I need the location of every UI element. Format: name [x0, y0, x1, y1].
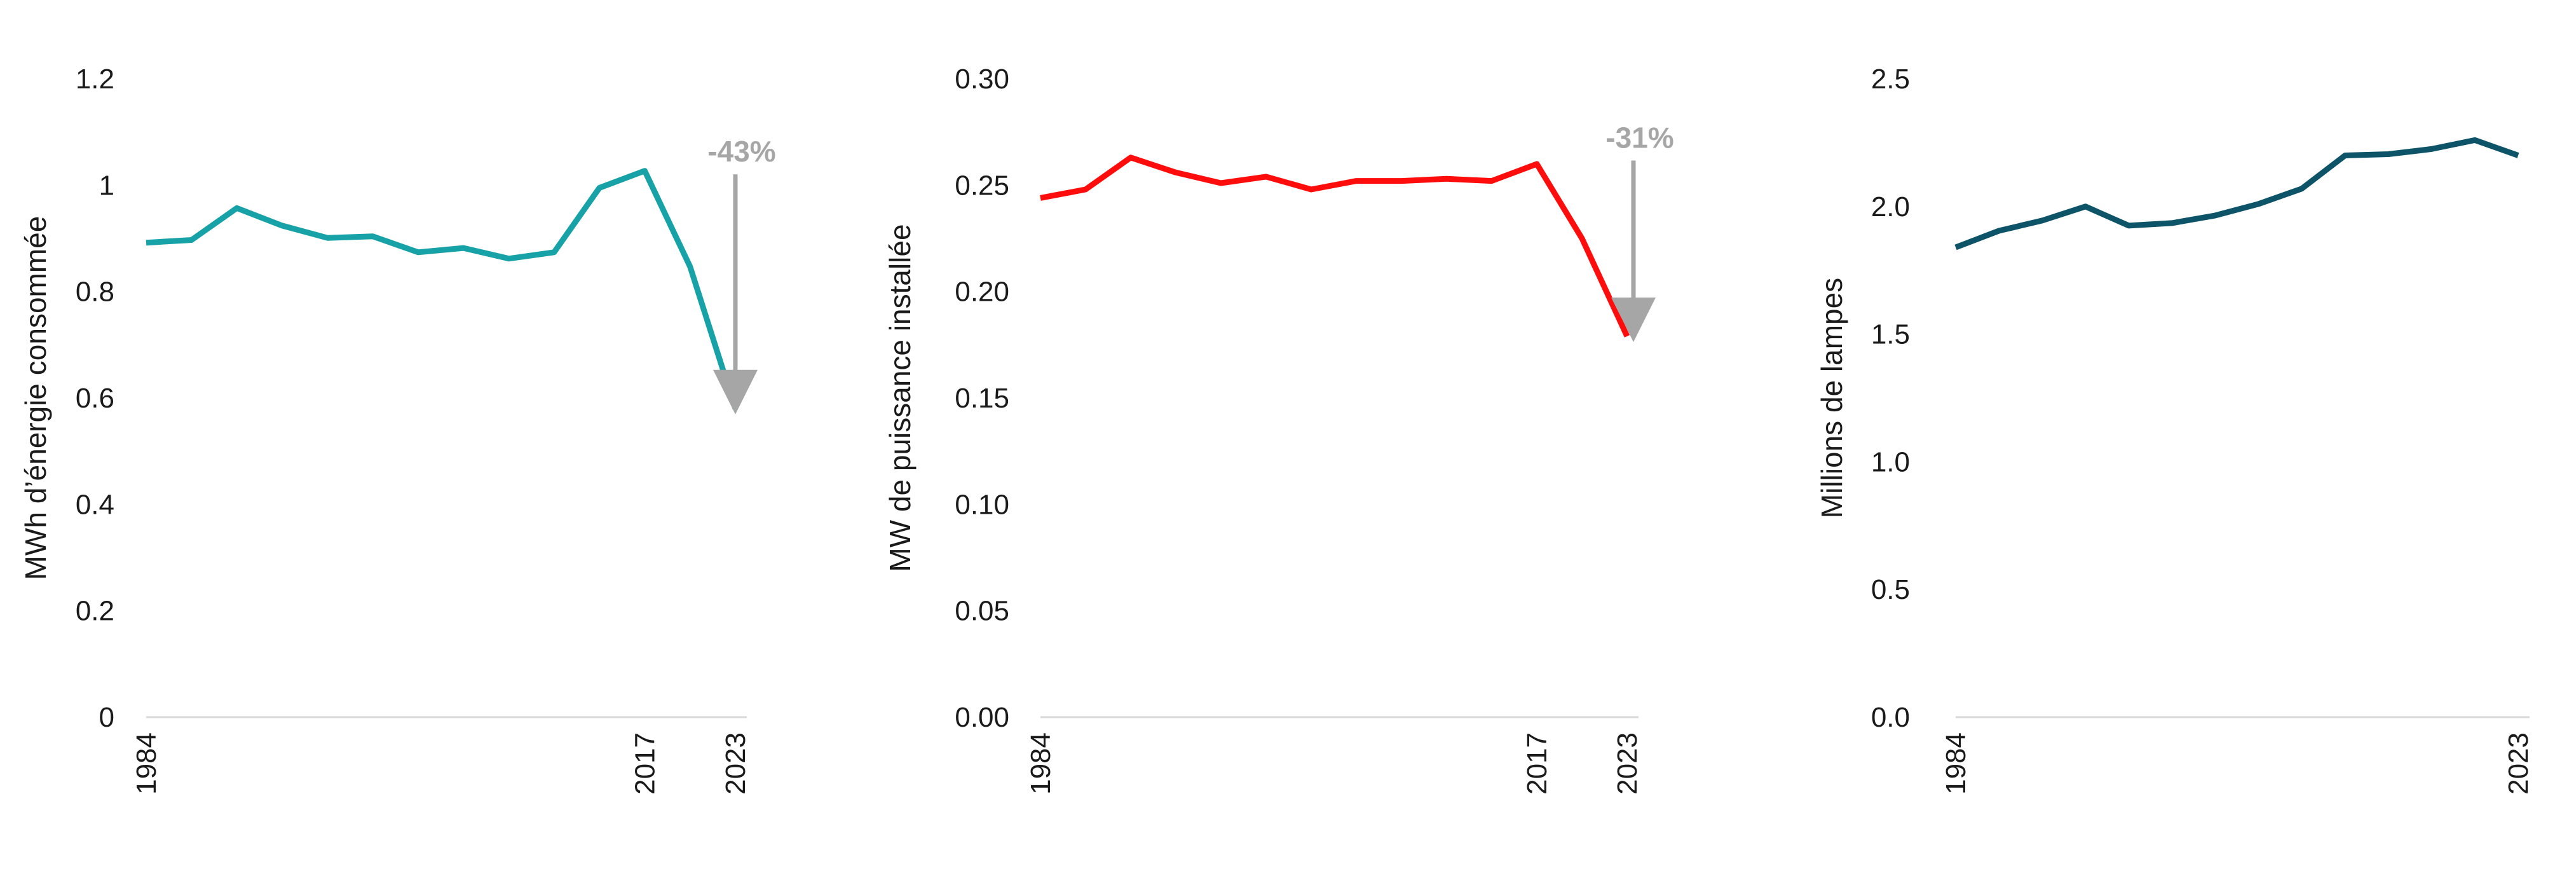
y-tick-label: 0.6	[76, 383, 114, 414]
y-tick-label: 0.10	[955, 489, 1009, 520]
data-point	[2082, 203, 2089, 210]
data-point	[2385, 151, 2392, 157]
x-tick-label: 1984	[1940, 732, 1972, 795]
y-tick-label: 0.25	[955, 170, 1009, 201]
x-tick-label: 2017	[629, 732, 660, 795]
data-point	[2299, 186, 2305, 192]
data-point	[1082, 186, 1089, 193]
data-point	[1173, 169, 1179, 175]
y-tick-label: 0.0	[1871, 702, 1910, 733]
data-point	[732, 406, 739, 412]
data-point	[2429, 146, 2435, 152]
data-point	[596, 185, 603, 191]
data-point	[188, 237, 194, 243]
x-tick-label: 2017	[1522, 732, 1553, 795]
data-point	[143, 240, 149, 246]
data-point	[505, 256, 512, 262]
data-point	[2212, 212, 2218, 219]
data-point	[641, 168, 648, 174]
y-tick-label: 0.4	[76, 489, 114, 520]
data-point	[551, 249, 557, 256]
data-point	[1398, 178, 1405, 184]
y-tick-label: 0.2	[76, 596, 114, 627]
y-tick-label: 0.5	[1871, 574, 1910, 605]
x-tick-label: 1984	[1025, 732, 1056, 795]
y-tick-label: 1	[99, 170, 114, 201]
y-axis-label: MWh d’énergie consommée	[19, 216, 52, 580]
y-tick-label: 1.0	[1871, 446, 1910, 477]
y-tick-label: 0.05	[955, 596, 1009, 627]
y-axis-label: MW de puissance installée	[883, 224, 917, 572]
data-point	[1624, 333, 1630, 339]
x-tick-label: 2023	[1612, 732, 1643, 795]
data-point	[1353, 178, 1360, 184]
series-line	[1040, 154, 1630, 338]
y-tick-label: 0.8	[76, 277, 114, 308]
data-point	[687, 263, 693, 270]
data-point	[1263, 174, 1269, 180]
data-point	[234, 205, 240, 211]
y-tick-label: 0.00	[955, 702, 1009, 733]
data-point	[370, 233, 376, 240]
data-point	[2039, 217, 2045, 224]
data-point	[1996, 228, 2002, 234]
data-point	[1579, 235, 1585, 242]
y-tick-label: 0.30	[955, 64, 1009, 95]
y-tick-label: 2.5	[1871, 64, 1910, 95]
y-tick-label: 1.2	[76, 64, 114, 95]
series-line	[146, 168, 739, 410]
chart-1: 0 0.2 0.4 0.6 0.8 1 1.2 MWh d’énergie consommée…	[19, 64, 776, 795]
y-tick-label: 0.20	[955, 277, 1009, 308]
data-point	[1534, 161, 1540, 167]
y-tick-label: 1.5	[1871, 319, 1910, 350]
data-point	[2125, 223, 2132, 229]
x-tick-label: 1984	[131, 732, 162, 795]
y-axis-label: Millions de lampes	[1815, 278, 1848, 518]
data-point	[279, 223, 285, 229]
data-point	[2169, 220, 2175, 226]
data-point	[2342, 152, 2348, 158]
x-tick-label: 2023	[720, 732, 751, 795]
y-tick-label: 0.15	[955, 383, 1009, 414]
chart-3: 0.0 0.5 1.0 1.5 2.0 2.5 Millions de lampes 1984…	[1815, 64, 2534, 795]
annotation-label: -43%	[707, 135, 775, 168]
chart-2: 0.00 0.05 0.10 0.15 0.20 0.25 0.30 MW de puissa…	[883, 64, 1674, 795]
y-tick-label: 0	[99, 702, 114, 733]
data-point	[1128, 154, 1134, 161]
data-point	[415, 249, 421, 256]
data-point	[324, 235, 331, 241]
data-point	[2256, 201, 2262, 207]
data-point	[2515, 152, 2521, 158]
x-tick-label: 2023	[2503, 732, 2534, 795]
series-line	[1954, 137, 2519, 250]
data-point	[1489, 178, 1495, 184]
y-tick-label: 2.0	[1871, 191, 1910, 223]
data-point	[1218, 180, 1224, 186]
data-point	[1443, 175, 1450, 182]
data-point	[2472, 137, 2478, 143]
data-point	[1308, 186, 1314, 193]
data-point	[460, 245, 467, 251]
data-point	[1952, 244, 1959, 250]
annotation-label: -31%	[1605, 121, 1673, 154]
data-point	[1037, 195, 1044, 201]
